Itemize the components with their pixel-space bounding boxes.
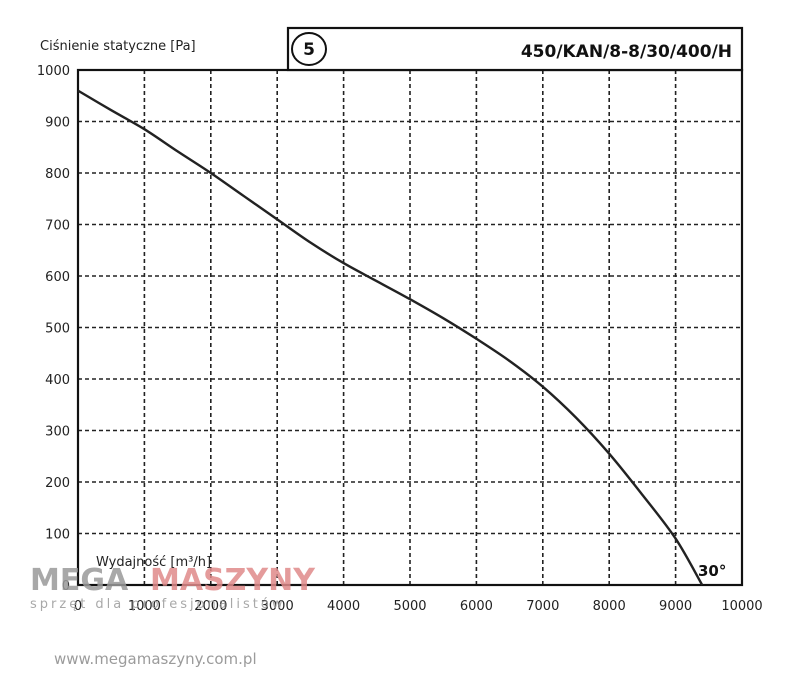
y-tick-label: 800 — [45, 167, 70, 182]
watermark: MEGA MASZYNY sprzęt dla profesjonalistów… — [30, 563, 316, 668]
y-tick-label: 0 — [62, 579, 70, 594]
y-tick-label: 600 — [45, 270, 70, 285]
model-title-box: 5 450/KAN/8-8/30/400/H — [286, 26, 744, 72]
y-tick-label: 200 — [45, 476, 70, 491]
x-tick-label: 8000 — [593, 599, 626, 614]
grid-lines — [78, 70, 742, 585]
pressure-curve — [77, 89, 704, 586]
x-tick-label: 0 — [74, 599, 82, 614]
x-tick-label: 1000 — [128, 599, 161, 614]
watermark-brand-maszyny: MASZYNY — [150, 563, 316, 598]
watermark-tagline: sprzęt dla profesjonalistów — [30, 597, 285, 612]
curve-number: 5 — [303, 40, 315, 60]
y-tick-label: 500 — [45, 322, 70, 337]
x-tick-label: 6000 — [460, 599, 493, 614]
curve-number-badge — [291, 32, 327, 66]
y-tick-label: 400 — [45, 373, 70, 388]
blade-angle-label: 30° — [698, 562, 726, 580]
y-axis-title: Ciśnienie statyczne [Pa] — [40, 39, 196, 54]
chart-title: 450/KAN/8-8/30/400/H — [521, 42, 732, 62]
watermark-url: www.megamaszyny.com.pl — [54, 650, 257, 668]
y-tick-label: 100 — [45, 528, 70, 543]
y-tick-label: 1000 — [37, 64, 70, 79]
x-tick-label: 2000 — [194, 599, 227, 614]
y-tick-labels: 0 100 200 300 400 500 600 700 800 900 1000 — [37, 64, 70, 594]
x-tick-labels: 0 1000 2000 3000 4000 5000 6000 7000 8000 9000 100… — [74, 599, 763, 614]
x-axis-title: Wydajność [m³/h] — [96, 555, 211, 570]
y-tick-label: 900 — [45, 116, 70, 131]
y-tick-label: 300 — [45, 425, 70, 440]
x-tick-label: 10000 — [721, 599, 762, 614]
x-tick-label: 3000 — [261, 599, 294, 614]
x-tick-label: 5000 — [393, 599, 426, 614]
x-tick-label: 7000 — [526, 599, 559, 614]
watermark-brand-mega: MEGA — [30, 563, 129, 598]
x-tick-label: 4000 — [327, 599, 360, 614]
y-tick-label: 700 — [45, 219, 70, 234]
x-tick-label: 9000 — [659, 599, 692, 614]
